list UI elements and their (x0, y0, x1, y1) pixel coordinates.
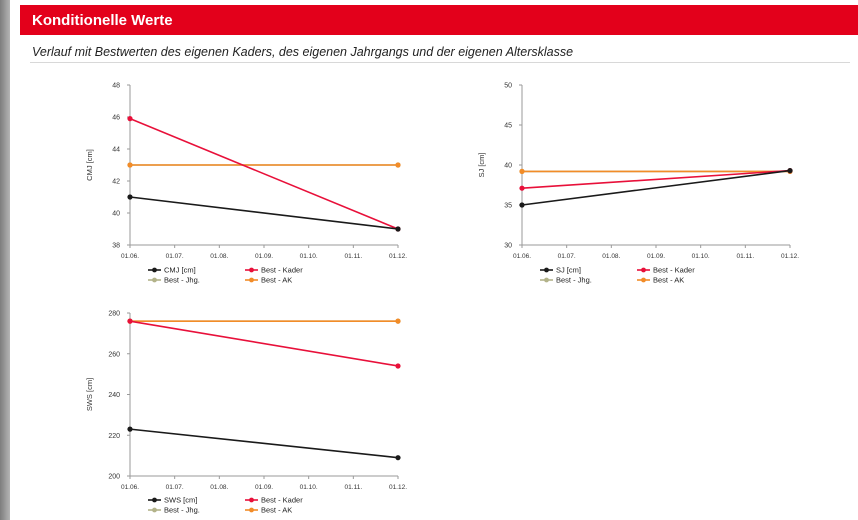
sj-y-tick-label: 45 (504, 123, 512, 130)
cmj-legend-marker (152, 267, 157, 273)
sj-y-tick-label: 35 (504, 203, 512, 210)
sws-y-tick-label: 280 (108, 311, 120, 318)
sj-legend-marker (641, 267, 646, 273)
sj-x-tick-label: 01.09. (647, 253, 665, 260)
sws-x-tick-label: 01.09. (255, 484, 273, 491)
sj-legend-label: SJ [cm] (556, 266, 581, 275)
cmj-x-tick-label: 01.07. (166, 253, 184, 260)
cmj-legend-marker (152, 277, 157, 283)
sws-x-tick-label: 01.12. (389, 484, 407, 491)
cmj-y-tick-label: 44 (112, 147, 120, 154)
sws-x-tick-label: 01.07. (166, 484, 184, 491)
sj-y-tick-label: 50 (504, 83, 512, 90)
cmj-y-tick-label: 40 (112, 211, 120, 218)
cmj-series-best-ak-point (127, 162, 133, 168)
sj-x-tick-label: 01.08. (602, 253, 620, 260)
cmj-x-tick-label: 01.06. (121, 253, 139, 260)
section-subtitle: Verlauf mit Bestwerten des eigenen Kader… (32, 45, 574, 59)
sj-series-sj-cm-point (787, 168, 793, 174)
sj-legend-marker (641, 277, 646, 283)
cmj-legend-marker (249, 277, 254, 283)
cmj-x-tick-label: 01.11. (345, 253, 363, 260)
cmj-legend-label: Best - Kader (261, 266, 303, 275)
sws-x-tick-label: 01.10. (300, 484, 318, 491)
sws-y-axis-label: SWS [cm] (85, 378, 94, 411)
sws-series-sws-cm-point (127, 426, 133, 432)
sws-x-tick-label: 01.11. (345, 484, 363, 491)
cmj-y-tick-label: 38 (112, 243, 120, 250)
sws-x-tick-label: 01.08. (210, 484, 228, 491)
sj-legend-label: Best - Jhg. (556, 276, 592, 285)
section-title: Konditionelle Werte (32, 12, 173, 29)
sj-legend-marker (544, 277, 549, 283)
cmj-series-cmj-cm-point (127, 194, 133, 200)
sws-series-best-kader-point (395, 363, 401, 369)
cmj-legend-marker (249, 267, 254, 273)
cmj-y-tick-label: 42 (112, 179, 120, 186)
sj-y-axis-label: SJ [cm] (477, 152, 486, 177)
cmj-legend-label: CMJ [cm] (164, 266, 196, 275)
cmj-x-tick-label: 01.10. (300, 253, 318, 260)
cmj-legend-label: Best - AK (261, 276, 292, 285)
section-header: Konditionelle Werte (20, 5, 858, 35)
cmj-series-cmj-cm-line (129, 196, 399, 230)
cmj-x-tick-label: 01.08. (210, 253, 228, 260)
sj-x-tick-label: 01.10. (692, 253, 710, 260)
sj-series-best-kader-point (519, 185, 525, 191)
sj-series-best-ak-point (519, 168, 525, 174)
sj-y-tick-label: 30 (504, 243, 512, 250)
sws-y-tick-label: 240 (108, 392, 120, 399)
sws-legend-marker (152, 507, 157, 513)
cmj-legend-label: Best - Jhg. (164, 276, 200, 285)
document-page (10, 0, 858, 520)
sj-series-sj-cm-line (521, 169, 791, 206)
window-edge (0, 0, 10, 520)
cmj-series-best-ak-point (395, 162, 401, 168)
cmj-y-axis-label: CMJ [cm] (85, 149, 94, 181)
sws-y-tick-label: 260 (108, 351, 120, 358)
sj-legend-label: Best - AK (653, 276, 684, 285)
cmj-x-tick-label: 01.09. (255, 253, 273, 260)
sws-legend-label: SWS [cm] (164, 496, 197, 505)
sj-x-tick-label: 01.11. (737, 253, 755, 260)
divider (30, 62, 850, 63)
sws-legend-marker (249, 507, 254, 513)
sws-series-best-ak-point (395, 318, 401, 324)
sj-legend-label: Best - Kader (653, 266, 695, 275)
sws-legend-label: Best - Kader (261, 496, 303, 505)
sws-y-tick-label: 220 (108, 433, 120, 440)
sj-series-sj-cm-point (519, 202, 525, 208)
sj-series-best-kader-line (521, 169, 791, 189)
cmj-series-best-kader-point (127, 116, 133, 122)
cmj-series-cmj-cm-point (395, 226, 401, 232)
sws-y-tick-label: 200 (108, 474, 120, 481)
sws-legend-marker (249, 497, 254, 503)
sws-series-best-kader-point (127, 318, 133, 324)
sws-legend-marker (152, 497, 157, 503)
sj-y-tick-label: 40 (504, 163, 512, 170)
sj-x-tick-label: 01.07. (558, 253, 576, 260)
sws-legend-label: Best - Jhg. (164, 506, 200, 515)
sws-x-tick-label: 01.06. (121, 484, 139, 491)
sj-legend-marker (544, 267, 549, 273)
sws-legend-label: Best - AK (261, 506, 292, 515)
sws-series-sws-cm-point (395, 455, 401, 461)
cmj-x-tick-label: 01.12. (389, 253, 407, 260)
cmj-y-tick-label: 46 (112, 115, 120, 122)
cmj-y-tick-label: 48 (112, 83, 120, 90)
sws-series-best-kader-line (129, 320, 399, 367)
sws-series-sws-cm-line (129, 428, 399, 459)
sj-x-tick-label: 01.12. (781, 253, 799, 260)
sj-x-tick-label: 01.06. (513, 253, 531, 260)
cmj-series-best-kader-line (129, 117, 399, 230)
